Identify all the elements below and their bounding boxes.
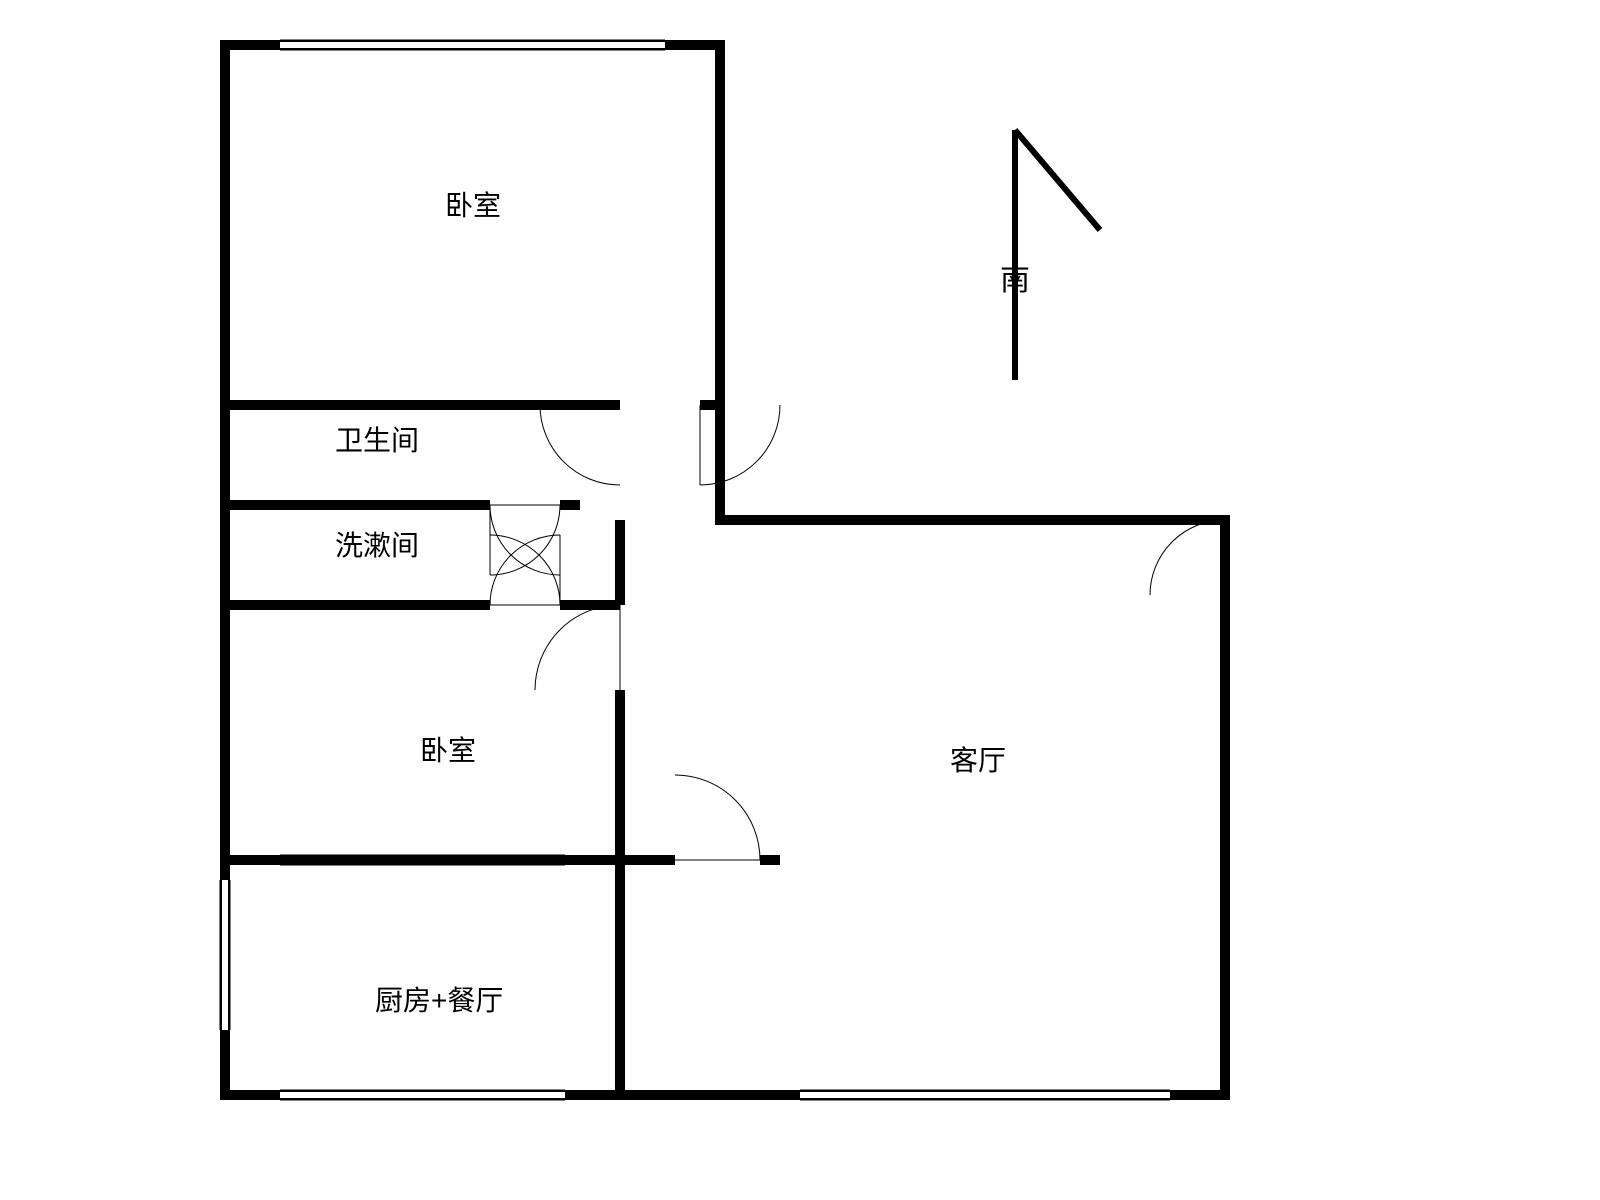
room-label-bathroom: 卫生间	[335, 425, 419, 456]
floor-plan: 卧室卫生间洗漱间卧室客厅厨房+餐厅南	[0, 0, 1600, 1200]
compass-label: 南	[1000, 264, 1030, 297]
room-label-bedroom_top: 卧室	[445, 190, 501, 221]
room-label-kitchen: 厨房+餐厅	[375, 985, 503, 1016]
room-label-bedroom_mid: 卧室	[420, 735, 476, 766]
room-label-washroom: 洗漱间	[335, 530, 419, 561]
room-label-living: 客厅	[950, 745, 1006, 776]
